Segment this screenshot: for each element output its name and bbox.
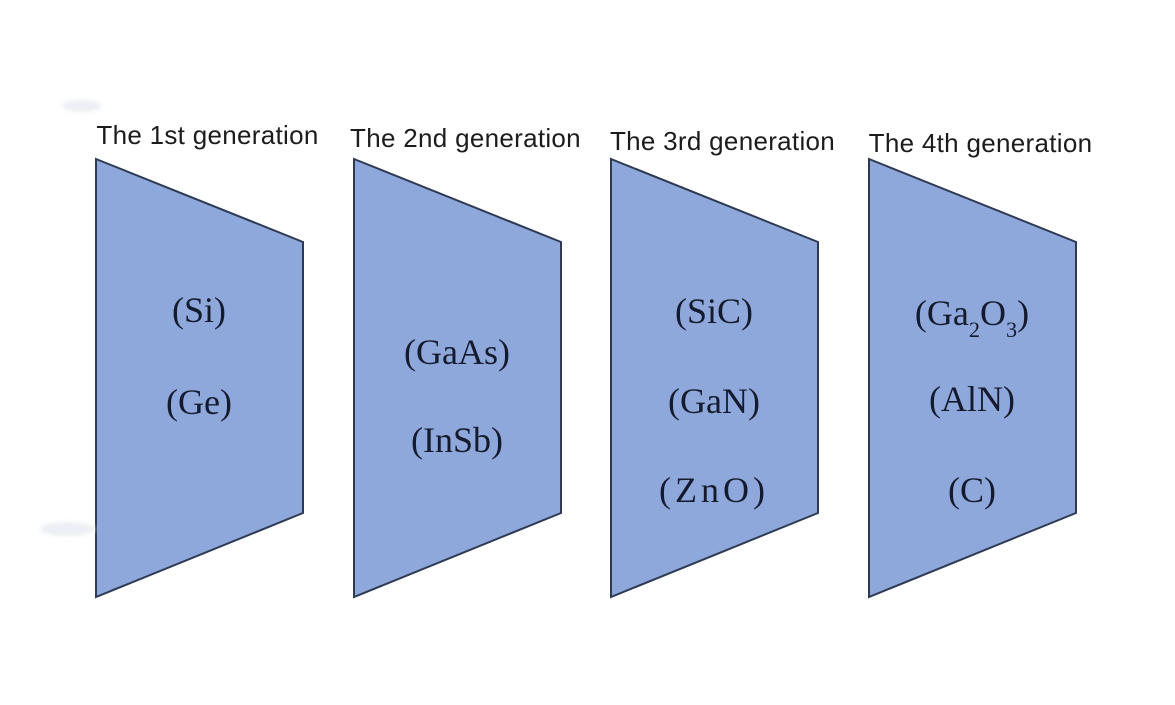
formula-part: (Ga bbox=[914, 293, 969, 333]
material-label-ga2o3: (Ga2O3) bbox=[914, 292, 1030, 341]
material-label-insb: (InSb) bbox=[411, 420, 503, 460]
trapezoid-shape bbox=[868, 157, 1077, 599]
material-label-aln: (AlN) bbox=[929, 379, 1015, 419]
panel-title-1: The 1st generation bbox=[96, 120, 319, 150]
material-label-gan: (GaN) bbox=[668, 381, 760, 421]
panel-title-3: The 3rd generation bbox=[609, 126, 836, 156]
trapezoid-shape bbox=[610, 157, 819, 599]
formula-subscript: 2 bbox=[968, 317, 980, 343]
material-label-gaas: (GaAs) bbox=[404, 332, 510, 372]
material-label-c: (C) bbox=[948, 470, 996, 510]
material-label-si: (Si) bbox=[172, 290, 226, 330]
panel-title-4: The 4th generation bbox=[868, 128, 1093, 158]
trapezoid-shape bbox=[95, 157, 304, 599]
formula-part: O bbox=[979, 293, 1006, 333]
panel-shape-3 bbox=[610, 157, 819, 599]
trapezoid-shape bbox=[353, 157, 562, 599]
generation-panel-2: The 2nd generation (GaAs) (InSb) bbox=[350, 0, 581, 705]
scan-artifact bbox=[62, 100, 102, 112]
material-label-sic: (SiC) bbox=[674, 291, 754, 331]
formula-part: ) bbox=[1017, 293, 1030, 333]
material-label-ge: (Ge) bbox=[166, 382, 232, 422]
generation-panel-1: The 1st generation (Si) (Ge) bbox=[95, 0, 318, 705]
scan-artifact bbox=[40, 522, 95, 536]
panel-shape-2 bbox=[353, 157, 562, 599]
formula-subscript: 3 bbox=[1005, 317, 1018, 343]
panel-shape-1 bbox=[95, 157, 304, 599]
panel-shape-4 bbox=[868, 157, 1077, 599]
material-label-zno: (ZnO) bbox=[659, 470, 769, 510]
generation-panel-4: The 4th generation (Ga2O3) (AlN) (C) bbox=[868, 0, 1092, 705]
panel-title-2: The 2nd generation bbox=[350, 123, 581, 153]
generation-panel-3: The 3rd generation (SiC) (GaN) (ZnO) bbox=[610, 0, 835, 705]
